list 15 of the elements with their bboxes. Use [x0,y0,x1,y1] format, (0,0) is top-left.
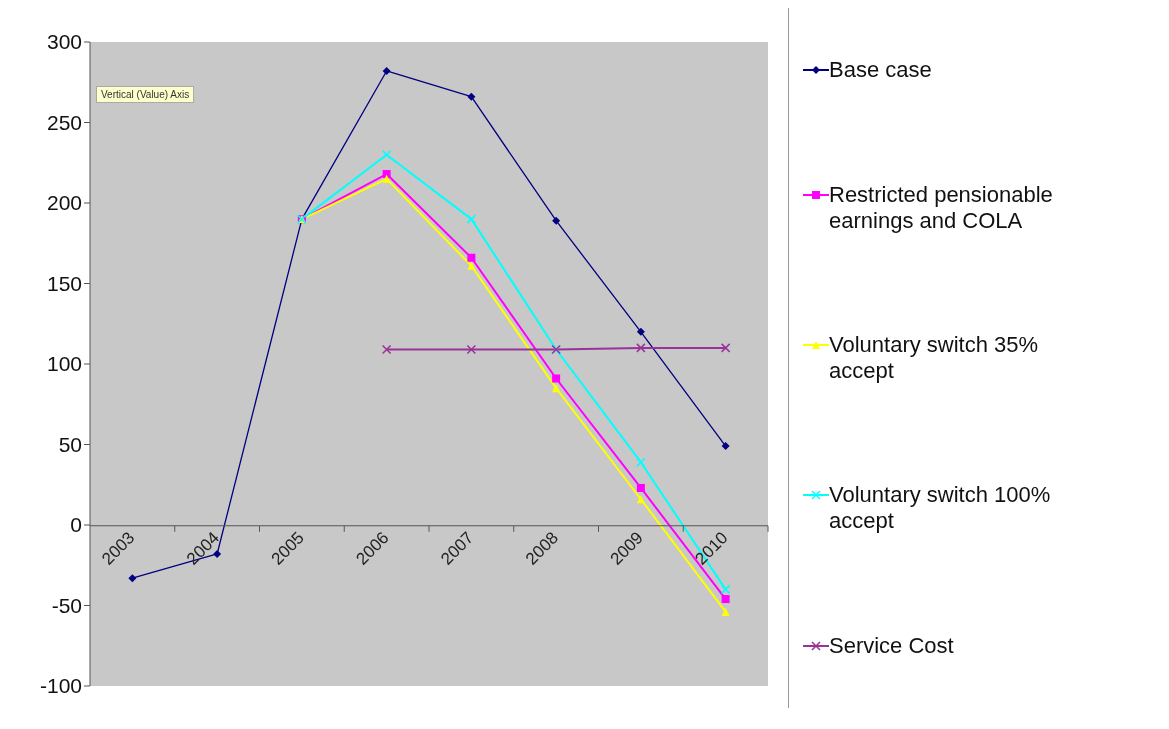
y-tick-label: -100 [39,674,82,698]
y-tick-label: 0 [70,513,82,537]
legend-label: Base case [829,57,932,84]
y-tick-label: 150 [46,271,82,295]
y-tick-label: 250 [46,110,82,134]
y-tick-label: 300 [46,30,82,54]
y-tick-label: 100 [46,352,82,376]
legend-label: Voluntary switch 100% accept [829,482,1052,535]
legend-label: Voluntary switch 35% accept [829,331,1040,384]
y-tick-label: 200 [46,191,82,215]
legend-label: Restricted pensionable earnings and COLA [829,181,1054,234]
y-tick-label: 50 [58,432,82,456]
legend-label: Service Cost [829,632,954,659]
annotation: Vertical (Value) Axis [96,86,195,103]
y-tick-label: -50 [51,593,82,617]
